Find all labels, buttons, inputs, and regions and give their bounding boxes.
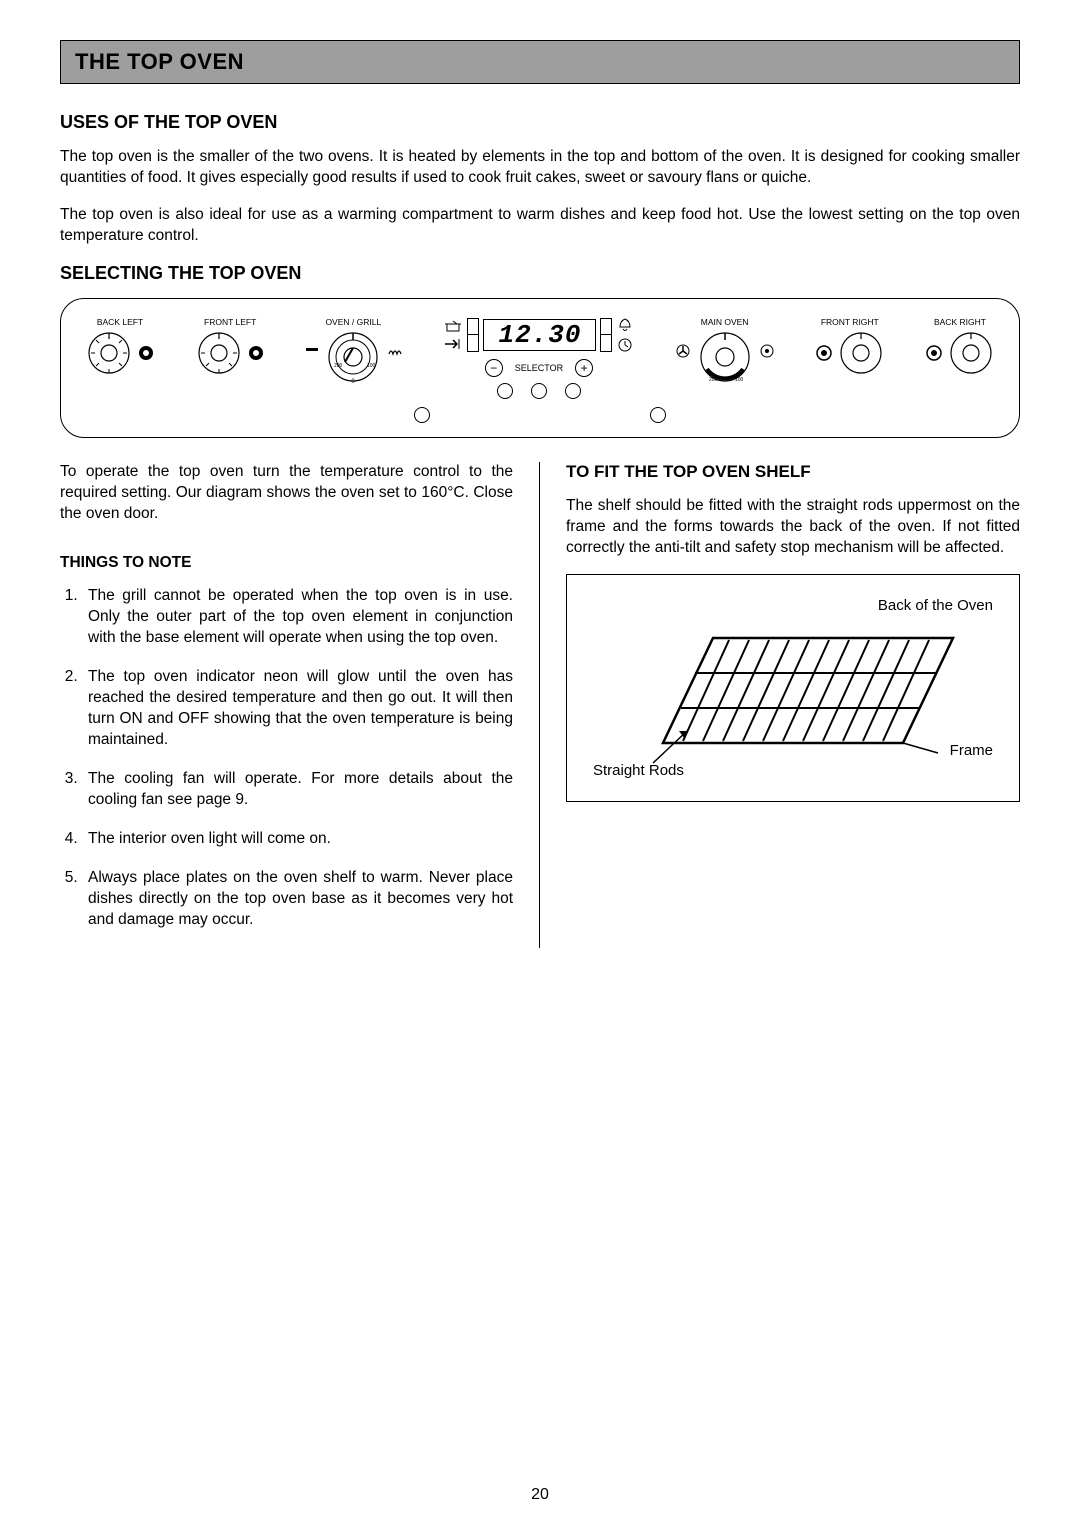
knob-back-left: BACK LEFT — [85, 317, 155, 377]
uses-p1: The top oven is the smaller of the two o… — [60, 147, 1020, 189]
arrow-right-icon — [443, 337, 463, 351]
burner-icon — [925, 344, 943, 362]
indicator-icon — [497, 383, 513, 399]
shelf-diagram-box: Back of the Oven Straight Rods Frame — [566, 574, 1020, 802]
notes-list: The grill cannot be operated when the to… — [60, 586, 513, 930]
knob-back-right: BACK RIGHT — [925, 317, 995, 377]
note-item: The top oven indicator neon will glow un… — [82, 667, 513, 751]
knob-oven-grill: OVEN / GRILL 0 200 100 — [305, 317, 403, 385]
label-frame: Frame — [950, 742, 993, 759]
panel-row: BACK LEFT — [85, 317, 995, 399]
knob-label: BACK LEFT — [97, 317, 143, 327]
shelf-heading: TO FIT THE TOP OVEN SHELF — [566, 462, 1020, 482]
svg-text:0: 0 — [352, 379, 356, 385]
two-column-region: To operate the top oven turn the tempera… — [60, 462, 1020, 949]
selector-label: SELECTOR — [515, 363, 563, 373]
knob-label: OVEN / GRILL — [325, 317, 381, 327]
indicator-row — [85, 407, 995, 423]
knob-main-oven: MAIN OVEN 200 100 — [675, 317, 775, 385]
left-column: To operate the top oven turn the tempera… — [60, 462, 540, 949]
indicator-icon — [565, 383, 581, 399]
things-to-note-heading: THINGS TO NOTE — [60, 554, 513, 572]
svg-text:200: 200 — [709, 377, 718, 383]
dial-icon — [85, 329, 133, 377]
temp-dial-icon: 0 200 100 — [325, 329, 381, 385]
grill-element-icon — [387, 344, 403, 358]
uses-heading: USES OF THE TOP OVEN — [60, 112, 1020, 133]
clock-display: 12.30 — [483, 319, 596, 351]
operate-text: To operate the top oven turn the tempera… — [60, 462, 513, 525]
shelf-icon — [585, 593, 1001, 783]
right-column: TO FIT THE TOP OVEN SHELF The shelf shou… — [540, 462, 1020, 949]
light-icon — [759, 343, 775, 359]
note-item: The cooling fan will operate. For more d… — [82, 769, 513, 811]
shelf-text: The shelf should be fitted with the stra… — [566, 496, 1020, 559]
control-panel-diagram: BACK LEFT — [60, 298, 1020, 438]
plus-button-icon: + — [575, 359, 593, 377]
label-straight-rods: Straight Rods — [593, 762, 684, 779]
burner-icon — [247, 344, 265, 362]
cookpot-icon — [443, 319, 463, 333]
knob-label: BACK RIGHT — [934, 317, 986, 327]
banner-title: THE TOP OVEN — [75, 49, 1005, 75]
knob-label: FRONT LEFT — [204, 317, 256, 327]
dial-icon — [837, 329, 885, 377]
dial-icon — [947, 329, 995, 377]
bell-icon — [616, 317, 634, 333]
burner-icon — [137, 344, 155, 362]
svg-text:200: 200 — [334, 363, 343, 369]
burner-icon — [815, 344, 833, 362]
grill-top-icon — [305, 344, 319, 358]
knob-front-left: FRONT LEFT — [195, 317, 265, 377]
svg-text:100: 100 — [367, 363, 376, 369]
minus-button-icon: − — [485, 359, 503, 377]
page: THE TOP OVEN USES OF THE TOP OVEN The to… — [0, 0, 1080, 1528]
fan-icon — [675, 343, 691, 359]
title-banner: THE TOP OVEN — [60, 40, 1020, 84]
label-back-oven: Back of the Oven — [878, 597, 993, 614]
clock-icon — [616, 337, 634, 353]
note-item: The grill cannot be operated when the to… — [82, 586, 513, 649]
selector-row: − SELECTOR + — [485, 359, 593, 377]
knob-front-right: FRONT RIGHT — [815, 317, 885, 377]
temp-dial-icon: 200 100 — [697, 329, 753, 385]
knob-label: FRONT RIGHT — [821, 317, 879, 327]
clock-block: 12.30 − SELECTOR + — [443, 317, 634, 399]
indicator-icon — [650, 407, 666, 423]
note-item: Always place plates on the oven shelf to… — [82, 868, 513, 931]
indicator-icon — [414, 407, 430, 423]
uses-p2: The top oven is also ideal for use as a … — [60, 205, 1020, 247]
knob-label: MAIN OVEN — [701, 317, 749, 327]
selecting-heading: SELECTING THE TOP OVEN — [60, 263, 1020, 284]
svg-text:100: 100 — [735, 377, 744, 383]
page-number: 20 — [0, 1486, 1080, 1504]
indicator-icon — [531, 383, 547, 399]
dial-icon — [195, 329, 243, 377]
note-item: The interior oven light will come on. — [82, 829, 513, 850]
